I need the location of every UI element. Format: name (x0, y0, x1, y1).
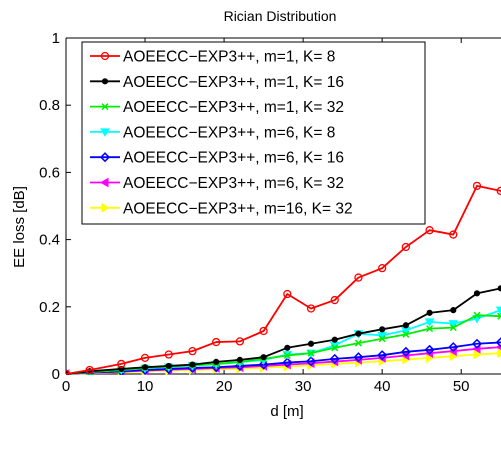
x-tick-label: 10 (137, 378, 154, 395)
x-tick-label: 40 (374, 378, 391, 395)
data-point (307, 349, 315, 357)
data-point (426, 325, 434, 333)
data-point (449, 230, 458, 239)
x-axis-label: d [m] (270, 403, 303, 420)
legend-label: AOEECC−EXP3++, m=1, K= 8 (123, 49, 335, 66)
data-point (331, 336, 338, 343)
series-layer (66, 181, 501, 375)
data-point (141, 364, 149, 371)
data-point (400, 346, 411, 357)
data-point (213, 358, 220, 366)
data-point (379, 326, 386, 333)
y-tick-label: 0.8 (39, 97, 60, 114)
data-point (471, 338, 483, 349)
legend-entry-1: AOEECC−EXP3++, m=1, K= 8 (90, 49, 335, 66)
x-tick-label: 0 (62, 378, 70, 395)
data-point (426, 309, 433, 316)
data-point (353, 352, 364, 363)
data-point (401, 242, 411, 252)
data-point (212, 337, 221, 347)
legend-label: AOEECC−EXP3++, m=6, K= 8 (123, 124, 335, 141)
data-point (424, 318, 435, 327)
data-point (472, 181, 482, 190)
data-point (473, 290, 481, 297)
y-tick-label: 0.6 (39, 164, 60, 181)
data-point (402, 322, 409, 329)
data-point (424, 344, 435, 355)
data-point (100, 51, 110, 61)
data-point (425, 226, 434, 235)
data-point (284, 344, 291, 351)
legend: AOEECC−EXP3++, m=1, K= 8 AOEECC−EXP3++, m… (81, 41, 426, 225)
legend-label: AOEECC−EXP3++, m=1, K= 32 (123, 99, 344, 116)
legend-entry-6: AOEECC−EXP3++, m=6, K= 32 (90, 175, 344, 192)
series-1 (66, 181, 501, 375)
data-point (306, 304, 316, 313)
legend-label: AOEECC−EXP3++, m=1, K= 16 (123, 74, 344, 91)
legend-entry-3: AOEECC−EXP3++, m=1, K= 32 (90, 99, 344, 116)
data-point (305, 356, 317, 367)
data-point (402, 330, 410, 338)
data-point (354, 273, 363, 282)
y-tick-label: 0.4 (39, 232, 60, 249)
data-point (99, 152, 111, 163)
data-point (85, 365, 94, 375)
data-point (235, 337, 245, 346)
y-axis-label: EE loss [dB] (11, 186, 28, 268)
axes: 0 10 20 30 40 50 0 0.2 0.4 0.6 0.8 1 (39, 30, 501, 395)
data-point (164, 350, 173, 359)
data-point (66, 369, 71, 375)
data-point (101, 202, 111, 213)
legend-label: AOEECC−EXP3++, m=6, K= 16 (123, 150, 344, 167)
data-point (329, 353, 340, 364)
data-point (354, 339, 362, 347)
data-point (259, 326, 268, 336)
data-point (448, 342, 459, 353)
data-point (331, 344, 339, 352)
legend-entry-5: AOEECC−EXP3++, m=6, K= 16 (90, 150, 344, 167)
data-point (101, 103, 109, 111)
data-point (283, 289, 292, 299)
x-tick-label: 30 (295, 378, 312, 395)
y-tick-label: 1 (52, 30, 60, 47)
data-point (355, 330, 362, 337)
y-tick-label: 0.2 (39, 299, 60, 316)
data-point (236, 356, 243, 363)
data-point (473, 349, 483, 360)
legend-entry-2: AOEECC−EXP3++, m=1, K= 16 (90, 74, 344, 91)
legend-box (81, 41, 426, 225)
series-line (66, 287, 501, 375)
data-point (448, 320, 459, 329)
y-tick-label: 0 (52, 366, 60, 383)
data-point (258, 359, 269, 370)
data-point (449, 324, 457, 332)
data-point (377, 350, 388, 361)
data-point (99, 177, 109, 188)
legend-label: AOEECC−EXP3++, m=16, K= 32 (123, 200, 353, 217)
data-point (140, 353, 150, 363)
data-point (260, 354, 267, 361)
chart-title: Rician Distribution (224, 8, 337, 24)
data-point (473, 311, 481, 319)
legend-entry-7: AOEECC−EXP3++, m=16, K= 32 (90, 200, 353, 217)
data-point (378, 335, 386, 343)
data-point (378, 264, 387, 273)
data-point (282, 357, 293, 368)
data-point (497, 348, 501, 359)
data-point (117, 359, 126, 369)
data-point (307, 340, 315, 347)
data-point (188, 347, 197, 356)
data-point (165, 362, 172, 370)
data-point (283, 351, 291, 360)
legend-label: AOEECC−EXP3++, m=6, K= 32 (123, 175, 344, 192)
data-point (189, 361, 196, 368)
data-point (100, 128, 110, 137)
data-point (450, 307, 457, 314)
x-tick-label: 50 (453, 378, 470, 395)
data-point (101, 78, 109, 85)
legend-entry-4: AOEECC−EXP3++, m=6, K= 8 (90, 124, 335, 141)
x-tick-label: 20 (216, 378, 233, 395)
data-point (330, 295, 339, 305)
